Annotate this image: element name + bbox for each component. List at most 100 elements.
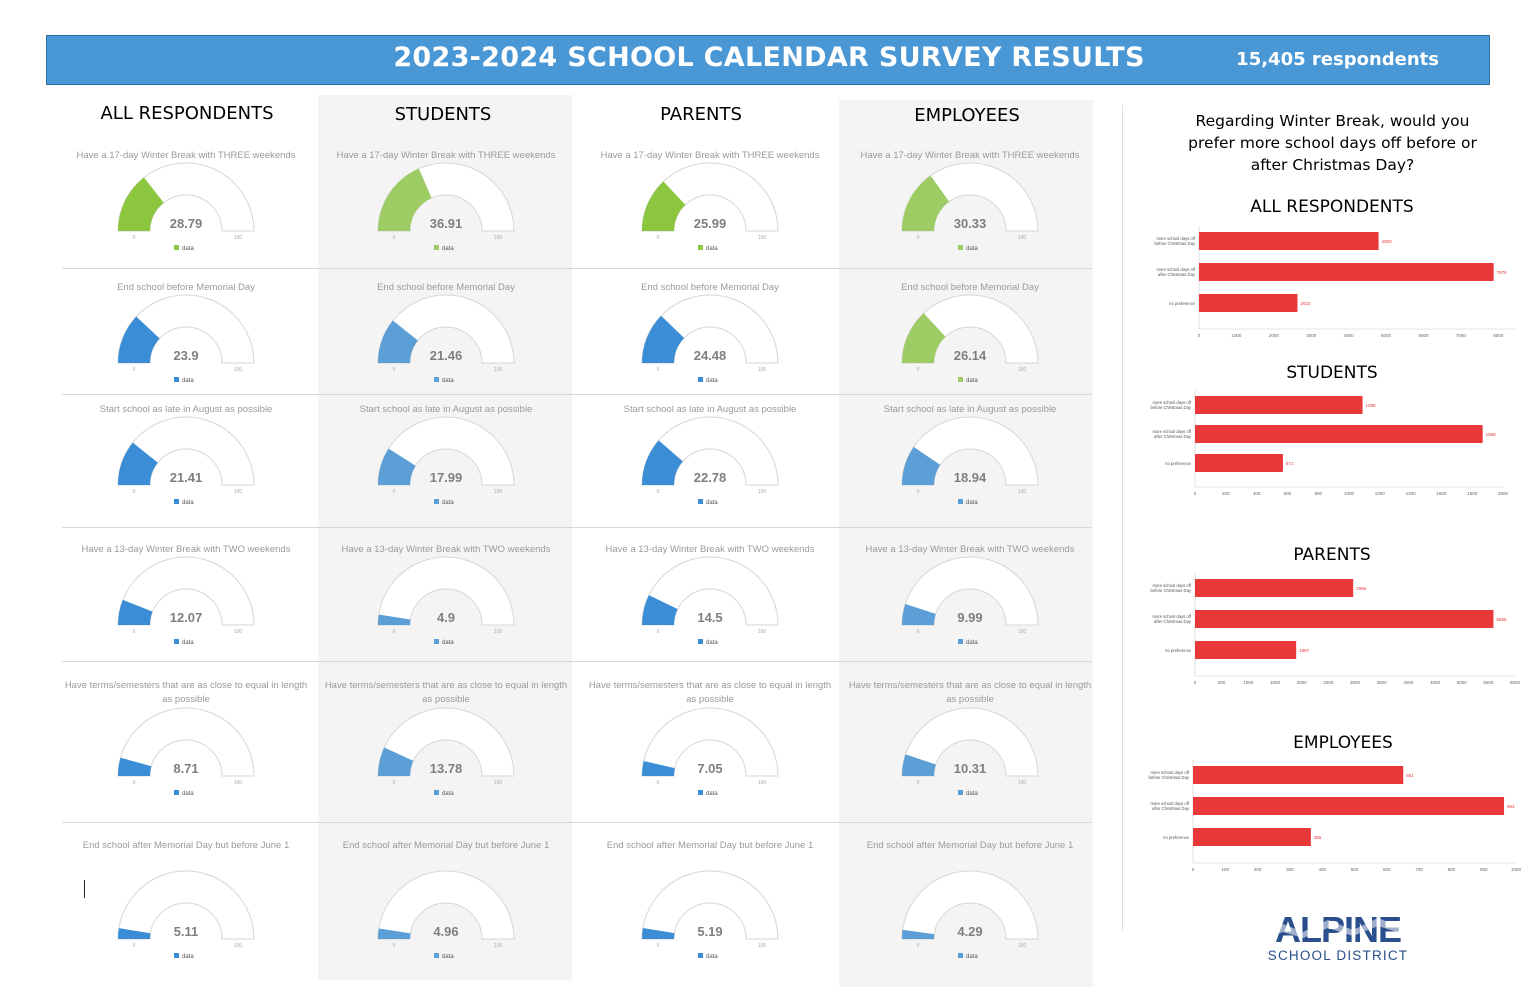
bar-tick-label: 2000 bbox=[1269, 333, 1280, 338]
gauge-min-label: 0 bbox=[917, 629, 920, 635]
bar-tick-label: 600 bbox=[1284, 491, 1292, 496]
col-heading-employees: EMPLOYEES bbox=[914, 105, 1020, 126]
gauge-fill bbox=[902, 446, 941, 485]
legend-swatch bbox=[434, 639, 439, 644]
gauge-min-label: 0 bbox=[657, 235, 660, 241]
bar-category-label: before Christmas Day bbox=[1151, 405, 1192, 410]
gauge-min-label: 0 bbox=[133, 943, 136, 949]
gauge-value: 12.07 bbox=[170, 610, 203, 625]
gauge-question: Start school as late in August as possib… bbox=[884, 404, 1057, 415]
gauge-question: Have a 17-day Winter Break with THREE we… bbox=[601, 150, 820, 161]
bar bbox=[1193, 828, 1311, 846]
gauge-question: Start school as late in August as possib… bbox=[100, 404, 273, 415]
gauge-min-label: 0 bbox=[133, 780, 136, 786]
legend-swatch bbox=[174, 953, 179, 958]
legend-label: data bbox=[966, 246, 978, 252]
bar-category-label: more school days off bbox=[1150, 770, 1189, 775]
legend-label: data bbox=[706, 791, 718, 797]
bar-tick-label: 700 bbox=[1415, 867, 1423, 872]
gauge-track bbox=[641, 870, 779, 940]
gauge-value: 13.78 bbox=[430, 761, 463, 776]
legend-swatch bbox=[698, 245, 703, 250]
legend-label: data bbox=[966, 954, 978, 960]
bar-tick-label: 300 bbox=[1286, 867, 1294, 872]
gauge-max-label: 100 bbox=[1018, 629, 1027, 635]
gauge-fill bbox=[378, 320, 418, 363]
bar-title-students: STUDENTS bbox=[1286, 363, 1378, 383]
gauge-value: 5.11 bbox=[174, 924, 199, 939]
gauge-max-label: 100 bbox=[234, 780, 243, 786]
bar-tick-label: 6000 bbox=[1510, 680, 1521, 685]
legend-label: data bbox=[182, 500, 194, 506]
bar-category-label: more school days off bbox=[1152, 614, 1191, 619]
bar-tick-label: 1000 bbox=[1344, 491, 1355, 496]
bar-data-label: 2632 bbox=[1300, 301, 1311, 306]
gauge-fill bbox=[642, 761, 675, 776]
bar-category-label: no preference bbox=[1163, 835, 1190, 840]
gauge-max-label: 100 bbox=[758, 629, 767, 635]
gauge-fill bbox=[118, 316, 160, 363]
bar-category-label: after Christmas Day bbox=[1154, 434, 1192, 439]
gauge-value: 25.99 bbox=[694, 216, 727, 231]
bar bbox=[1199, 232, 1379, 250]
bar-data-label: 651 bbox=[1406, 773, 1414, 778]
bar bbox=[1195, 641, 1297, 659]
gauge-question: Have terms/semesters that are as close t… bbox=[849, 680, 1091, 705]
gauge-fill bbox=[378, 168, 432, 231]
gauge-question: End school before Memorial Day bbox=[117, 282, 255, 293]
gauge-track bbox=[117, 556, 255, 626]
legend-label: data bbox=[706, 500, 718, 506]
bar-tick-label: 5000 bbox=[1381, 333, 1392, 338]
gauge-value: 30.33 bbox=[954, 216, 987, 231]
legend-swatch bbox=[698, 377, 703, 382]
legend-label: data bbox=[706, 378, 718, 384]
gauge-max-label: 100 bbox=[1018, 780, 1027, 786]
gauge-question-line: Have terms/semesters that are as close t… bbox=[849, 680, 1091, 691]
bar-tick-label: 3000 bbox=[1306, 333, 1317, 338]
gauge-question-line: as possible bbox=[162, 694, 210, 705]
page-title: 2023-2024 SCHOOL CALENDAR SURVEY RESULTS bbox=[393, 42, 1145, 73]
students-column-bg bbox=[318, 95, 572, 980]
gauge-question-line: Have terms/semesters that are as close t… bbox=[65, 680, 307, 691]
bar-title-all: ALL RESPONDENTS bbox=[1250, 197, 1414, 217]
bar-data-label: 1868 bbox=[1486, 432, 1497, 437]
gauge-question: End school before Memorial Day bbox=[377, 282, 515, 293]
gauge-track bbox=[377, 870, 515, 940]
legend-swatch bbox=[958, 639, 963, 644]
gauge-value: 26.14 bbox=[954, 348, 987, 363]
gauge-min-label: 0 bbox=[133, 489, 136, 495]
bar-tick-label: 0 bbox=[1198, 333, 1201, 338]
gauge-max-label: 100 bbox=[758, 943, 767, 949]
bar-tick-label: 2000 bbox=[1297, 680, 1308, 685]
gauge-max-label: 100 bbox=[1018, 235, 1027, 241]
gauge-fill bbox=[118, 928, 151, 939]
bar-category-label: before Christmas Day bbox=[1155, 241, 1196, 246]
bar-tick-label: 200 bbox=[1254, 867, 1262, 872]
gauge-fill bbox=[118, 599, 153, 625]
bar-data-label: 7876 bbox=[1497, 270, 1508, 275]
gauge-question: Have a 13-day Winter Break with TWO week… bbox=[82, 544, 291, 555]
gauge-value: 14.5 bbox=[697, 610, 722, 625]
bar-tick-label: 1600 bbox=[1436, 491, 1447, 496]
gauge-fill bbox=[902, 175, 950, 231]
gauge-min-label: 0 bbox=[917, 367, 920, 373]
legend-swatch bbox=[174, 790, 179, 795]
bar-tick-label: 2000 bbox=[1498, 491, 1509, 496]
bar-tick-label: 900 bbox=[1480, 867, 1488, 872]
gauge-fill bbox=[902, 929, 935, 939]
legend-label: data bbox=[966, 791, 978, 797]
gauge-min-label: 0 bbox=[917, 943, 920, 949]
gauge-fill bbox=[642, 595, 678, 625]
gauge-max-label: 100 bbox=[494, 235, 503, 241]
gauge-max-label: 100 bbox=[234, 489, 243, 495]
bar-tick-label: 4000 bbox=[1403, 680, 1414, 685]
winter-break-question: Regarding Winter Break, would you prefer… bbox=[1188, 112, 1477, 174]
gauge-question: End school after Memorial Day but before… bbox=[83, 840, 289, 851]
gauge-value: 4.29 bbox=[957, 924, 982, 939]
bar-category-label: before Christmas Day bbox=[1149, 775, 1190, 780]
gauge-question: End school after Memorial Day but before… bbox=[867, 840, 1073, 851]
gauge-value: 4.9 bbox=[437, 610, 455, 625]
gauge-max-label: 100 bbox=[234, 367, 243, 373]
bar-title-employees: EMPLOYEES bbox=[1293, 733, 1393, 753]
gauge-max-label: 100 bbox=[1018, 367, 1027, 373]
